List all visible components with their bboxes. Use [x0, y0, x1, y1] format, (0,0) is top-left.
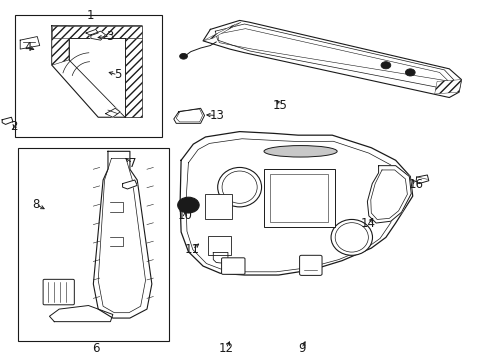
- Text: 7: 7: [129, 157, 136, 170]
- FancyBboxPatch shape: [299, 255, 322, 275]
- Circle shape: [405, 69, 414, 76]
- FancyBboxPatch shape: [43, 279, 74, 305]
- Polygon shape: [2, 117, 13, 125]
- Text: 16: 16: [408, 178, 423, 191]
- Text: 12: 12: [218, 342, 233, 355]
- Text: 3: 3: [106, 30, 113, 43]
- Text: 11: 11: [184, 243, 200, 256]
- Bar: [207, 235, 231, 255]
- Circle shape: [182, 201, 194, 210]
- Polygon shape: [217, 29, 447, 81]
- Text: 15: 15: [273, 99, 287, 112]
- Polygon shape: [52, 26, 142, 117]
- FancyBboxPatch shape: [221, 258, 244, 274]
- Polygon shape: [125, 39, 142, 117]
- Ellipse shape: [217, 167, 261, 207]
- Circle shape: [380, 62, 390, 69]
- Polygon shape: [173, 108, 204, 123]
- Text: 4: 4: [25, 41, 32, 54]
- Polygon shape: [434, 80, 461, 94]
- Polygon shape: [91, 31, 105, 40]
- Text: 6: 6: [92, 342, 100, 355]
- Polygon shape: [215, 24, 453, 90]
- Polygon shape: [213, 252, 227, 263]
- Bar: [269, 174, 328, 222]
- Bar: [264, 169, 334, 226]
- Circle shape: [177, 197, 199, 213]
- Ellipse shape: [264, 145, 336, 157]
- Text: 14: 14: [360, 217, 375, 230]
- Polygon shape: [52, 26, 142, 39]
- Text: 9: 9: [297, 342, 305, 355]
- Polygon shape: [52, 26, 69, 65]
- Polygon shape: [105, 108, 120, 117]
- Polygon shape: [203, 21, 461, 98]
- Text: 1: 1: [87, 9, 95, 22]
- Polygon shape: [415, 175, 428, 184]
- Circle shape: [179, 53, 187, 59]
- Polygon shape: [122, 180, 137, 189]
- Polygon shape: [366, 166, 410, 223]
- Polygon shape: [370, 170, 407, 220]
- Bar: [18, 148, 168, 341]
- Polygon shape: [180, 132, 412, 275]
- Text: 2: 2: [11, 121, 18, 134]
- Text: 10: 10: [177, 209, 192, 222]
- Polygon shape: [93, 151, 152, 318]
- Polygon shape: [49, 306, 113, 321]
- Polygon shape: [86, 30, 98, 36]
- Polygon shape: [203, 22, 241, 41]
- Text: 5: 5: [114, 68, 121, 81]
- Ellipse shape: [222, 171, 257, 203]
- Text: 8: 8: [32, 198, 40, 211]
- Ellipse shape: [334, 223, 367, 252]
- Polygon shape: [98, 158, 145, 313]
- Text: 13: 13: [209, 109, 224, 122]
- Polygon shape: [185, 139, 405, 272]
- Ellipse shape: [330, 220, 372, 255]
- Bar: [205, 194, 232, 220]
- Polygon shape: [20, 37, 40, 49]
- Bar: [15, 15, 161, 137]
